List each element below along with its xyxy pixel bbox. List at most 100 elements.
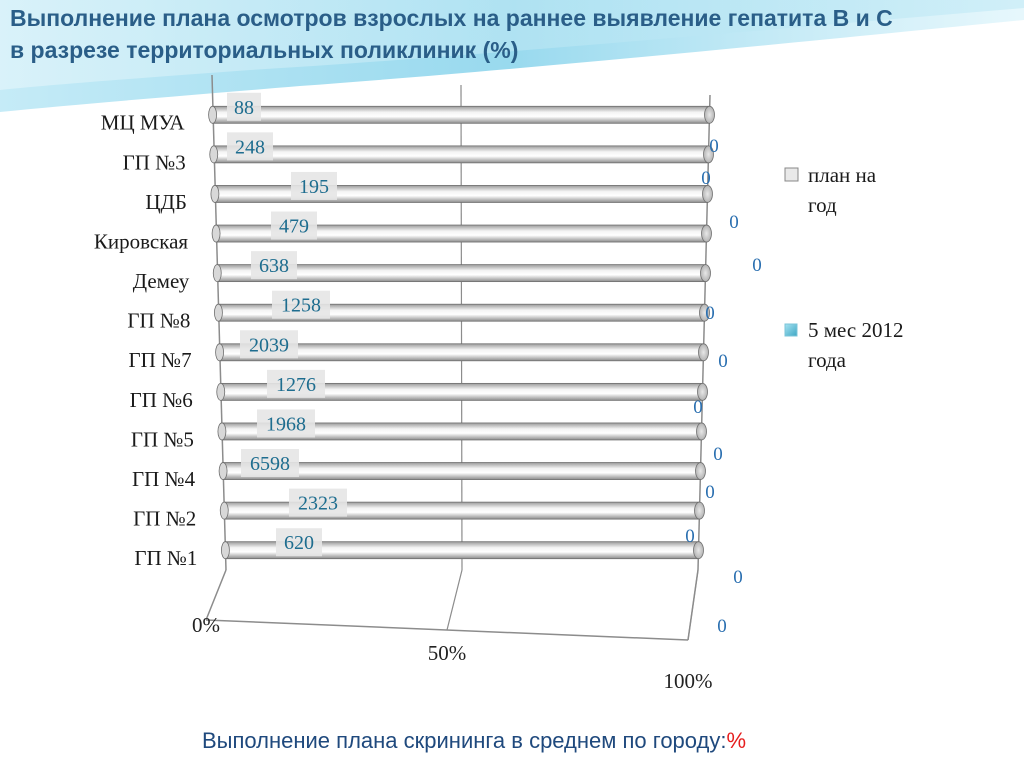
data-label: 1276 (267, 369, 325, 398)
footer-summary: Выполнение плана скрининга в среднем по … (202, 728, 746, 754)
legend-swatch-plan (784, 167, 799, 182)
bar-cap (693, 541, 704, 560)
data-label-box (227, 132, 273, 161)
category-label: ГП №4 (132, 467, 196, 491)
bar-body (214, 185, 708, 203)
bar-cap (704, 105, 715, 124)
legend-label-5mes: 5 мес 2012 года (808, 318, 903, 372)
category-label: ГП №6 (130, 388, 193, 412)
bar-plan (221, 541, 704, 560)
data-label-box (267, 369, 325, 398)
bar-base (212, 264, 222, 283)
data-label-box (272, 290, 330, 319)
value-label-5mes: 0 (718, 351, 728, 372)
bar-plan (214, 303, 710, 322)
data-label-box (291, 171, 337, 200)
data-label-box (240, 330, 298, 359)
bar-cap (697, 382, 708, 401)
value-label-5mes: 0 (701, 168, 711, 189)
bar-base (221, 541, 230, 560)
value-label-5mes: 0 (717, 616, 727, 637)
value-label-5mes: 0 (733, 567, 743, 588)
chart-title: Выполнение плана осмотров взрослых на ра… (10, 2, 1010, 66)
bar-cap (695, 462, 706, 480)
category-label: ГП №2 (133, 507, 196, 531)
value-label-5mes: 0 (729, 212, 739, 233)
legend-label-plan: план на год (808, 163, 877, 217)
data-label: 6598 (241, 449, 299, 478)
category-label: ГП №8 (127, 309, 190, 333)
bar-body (213, 145, 709, 164)
category-label: ГП №7 (128, 348, 191, 372)
data-label: 2039 (240, 330, 298, 359)
bar-base (219, 501, 229, 520)
category-label: ГП №5 (131, 427, 194, 451)
category-label: ГП №3 (123, 150, 186, 174)
bar-base (217, 422, 227, 441)
data-label-text: 1258 (281, 295, 321, 317)
data-label-box (289, 488, 347, 517)
legend-swatch-5mes (784, 323, 798, 337)
bar-plan (218, 462, 706, 480)
bar-cap (696, 422, 707, 441)
data-label: 1258 (272, 290, 330, 319)
bar-plan (210, 185, 713, 203)
data-label: 2323 (289, 488, 347, 517)
category-label: ЦДБ (145, 190, 187, 214)
bar-cap (702, 185, 713, 203)
data-label-box (271, 211, 317, 240)
bar-plan (211, 224, 712, 243)
bar-plan (209, 145, 714, 164)
bar-base (209, 145, 219, 164)
x-tick-label: 100% (664, 669, 713, 693)
bar-body (212, 105, 710, 124)
footer-text: Выполнение плана скрининга в среднем по … (202, 728, 727, 753)
axis-wall-right (697, 94, 711, 571)
data-label: 195 (291, 171, 337, 200)
value-label-5mes: 0 (705, 303, 715, 324)
bar-base (215, 343, 224, 362)
data-label: 479 (271, 211, 317, 240)
gridline-x (460, 84, 463, 571)
bar-plan (215, 343, 709, 362)
data-label-box (251, 251, 297, 280)
bar-base (208, 105, 217, 124)
data-label: 88 (227, 92, 261, 121)
value-label-5mes: 0 (709, 136, 719, 157)
legend-item-plan: план на год (784, 163, 877, 217)
data-label-box (241, 449, 299, 478)
bar-cap (701, 224, 712, 243)
data-label-box (276, 528, 322, 557)
data-label-text: 6598 (250, 453, 290, 475)
bar-plan (217, 422, 707, 441)
bar-plan (212, 264, 711, 283)
floor-tick (446, 569, 463, 631)
bar-base (214, 303, 223, 322)
data-label-text: 2323 (298, 493, 338, 515)
category-label: ГП №1 (134, 546, 197, 570)
axis-floor-left (205, 569, 227, 621)
data-label-box (227, 92, 261, 121)
bar-base (210, 185, 220, 203)
value-label-5mes: 0 (705, 482, 715, 503)
chart-title-line1: Выполнение плана осмотров взрослых на ра… (10, 5, 893, 31)
data-label-text: 248 (235, 136, 265, 158)
data-label: 248 (227, 132, 273, 161)
legend-item-5mes: 5 мес 2012 года (784, 318, 903, 372)
data-label: 1968 (257, 409, 315, 438)
data-label-text: 479 (279, 216, 309, 238)
value-label-5mes: 0 (752, 255, 762, 276)
bar-cap (698, 343, 709, 362)
bar-plan (216, 382, 708, 401)
data-label-box (257, 409, 315, 438)
x-tick-label: 50% (428, 641, 467, 665)
bar-cap (699, 303, 710, 322)
data-label-text: 88 (234, 97, 254, 119)
category-label: Кировская (94, 229, 189, 253)
data-label-text: 1276 (276, 374, 316, 396)
bar-base (216, 382, 226, 401)
bar-base (211, 224, 221, 243)
bar-cap (703, 145, 714, 164)
data-label-text: 2039 (249, 334, 289, 356)
